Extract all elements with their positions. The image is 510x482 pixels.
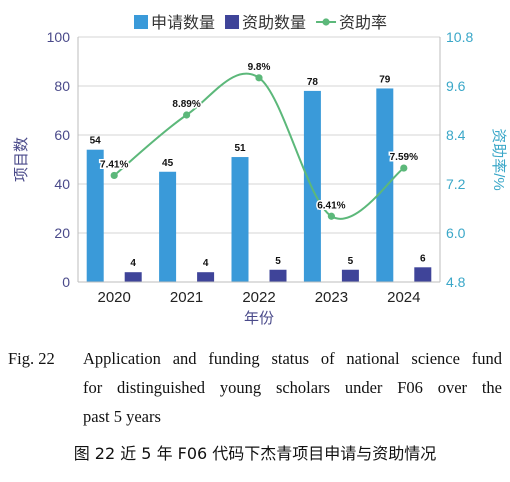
y-tick-label: 80 — [54, 78, 70, 94]
rate-value-label: 8.89% — [172, 99, 200, 110]
y2-axis-title: 资助率/% — [490, 128, 507, 191]
y2-tick-label: 8.4 — [446, 127, 466, 143]
x-tick-label: 2024 — [387, 289, 420, 306]
bar-value-label: 4 — [203, 258, 209, 269]
x-tick-label: 2022 — [242, 289, 275, 306]
x-tick-label: 2023 — [315, 289, 348, 306]
bar — [414, 267, 432, 282]
bar — [124, 272, 142, 282]
rate-line — [113, 72, 405, 220]
x-tick-label: 2020 — [98, 289, 131, 306]
y-tick-label: 100 — [47, 29, 71, 45]
bar-value-label: 4 — [130, 258, 136, 269]
y-tick-label: 0 — [62, 274, 70, 290]
bar-value-label: 45 — [162, 158, 174, 169]
x-tick-label: 2021 — [170, 289, 203, 306]
y2-tick-label: 6.0 — [446, 225, 466, 241]
legend-entry: 资助数量 — [242, 14, 306, 32]
bar — [269, 269, 287, 282]
rate-point — [400, 164, 408, 172]
caption-line-3: past 5 years — [83, 407, 161, 426]
y-tick-label: 20 — [54, 225, 70, 241]
caption-line-2: for distinguished young scholars under F… — [83, 378, 502, 397]
figure-caption-english: Fig. 22 Application and funding status o… — [8, 344, 502, 431]
rate-value-label: 7.59% — [390, 152, 418, 163]
bar-value-label: 5 — [348, 256, 354, 267]
bar-value-label: 78 — [307, 77, 319, 88]
y-axis-title: 项目数 — [13, 137, 30, 182]
legend-swatch — [134, 15, 148, 29]
y2-tick-label: 7.2 — [446, 176, 466, 192]
figure-number: Fig. 22 — [8, 349, 55, 368]
x-axis-title: 年份 — [244, 310, 274, 327]
rate-value-label: 7.41% — [100, 159, 128, 170]
legend-swatch — [225, 15, 240, 29]
rate-point — [327, 212, 335, 220]
bar — [341, 269, 359, 282]
caption-line-1: Application and funding status of nation… — [83, 349, 502, 368]
y2-tick-label: 4.8 — [446, 274, 466, 290]
y-tick-label: 40 — [54, 176, 70, 192]
figure-caption-chinese: 图 22 近 5 年 F06 代码下杰青项目申请与资助情况 — [73, 444, 437, 463]
bar-value-label: 79 — [379, 74, 391, 85]
bar — [376, 88, 394, 282]
bar-value-label: 6 — [420, 253, 426, 264]
rate-point — [255, 74, 263, 82]
rate-value-label: 6.41% — [317, 200, 345, 211]
bar-value-label: 54 — [90, 136, 102, 147]
bar-value-label: 5 — [275, 256, 281, 267]
legend-entry: 申请数量 — [151, 14, 215, 32]
y2-tick-label: 10.8 — [446, 29, 473, 45]
rate-value-label: 9.8% — [248, 62, 271, 73]
y2-tick-label: 9.6 — [446, 78, 466, 94]
bar — [159, 171, 177, 282]
rate-point — [110, 171, 118, 180]
legend-entry: 资助率 — [339, 14, 387, 32]
bar — [231, 157, 249, 282]
bar — [197, 272, 215, 282]
bar — [86, 149, 104, 282]
legend-marker — [322, 18, 330, 26]
bar-value-label: 51 — [234, 143, 246, 154]
rate-point — [183, 111, 191, 119]
y-tick-label: 60 — [54, 127, 70, 143]
